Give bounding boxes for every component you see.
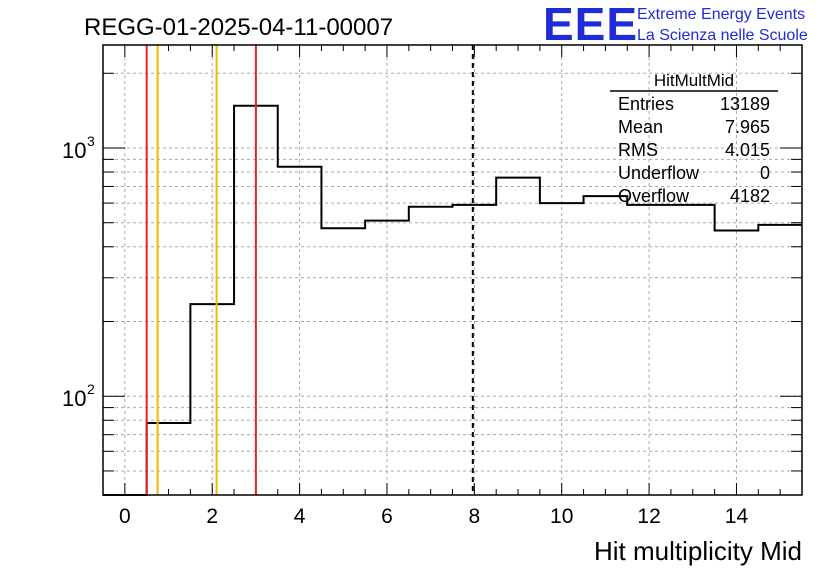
y-tick-exponent: 3 <box>87 133 95 149</box>
stats-row-label: RMS <box>618 140 658 160</box>
stats-row-value: 7.965 <box>725 117 770 137</box>
histogram-bin <box>715 231 759 495</box>
stats-row-value: 4.015 <box>725 140 770 160</box>
stats-row-value: 13189 <box>720 94 770 114</box>
histogram-bin <box>671 205 715 495</box>
stats-row-label: Entries <box>618 94 674 114</box>
histogram-bin <box>453 205 497 495</box>
stats-title: HitMultMid <box>654 71 734 90</box>
histogram-bin <box>147 423 191 495</box>
histogram-bin <box>278 167 322 495</box>
histogram-bin <box>584 196 628 495</box>
y-tick-exponent: 2 <box>87 381 95 397</box>
histogram-bin <box>365 221 409 495</box>
histogram-bin <box>321 228 365 495</box>
x-tick-label: 10 <box>550 505 573 528</box>
stats-row-value: 0 <box>760 163 770 183</box>
eee-logo: EEE <box>543 0 638 50</box>
x-tick-label: 2 <box>206 505 218 528</box>
stats-row-label: Overflow <box>618 186 690 206</box>
y-tick-label: 10 <box>62 386 86 411</box>
x-axis-title: Hit multiplicity Mid <box>594 536 802 566</box>
logo-line-1: Extreme Energy Events <box>637 6 805 23</box>
x-tick-label: 14 <box>725 505 749 528</box>
x-tick-label: 0 <box>119 505 131 528</box>
histogram-bin <box>496 178 540 495</box>
stats-row-label: Mean <box>618 117 663 137</box>
logo-line-2: La Scienza nelle Scuole <box>637 27 808 44</box>
histogram-bin <box>409 207 453 495</box>
x-tick-label: 6 <box>381 505 393 528</box>
x-tick-label: 12 <box>637 505 660 528</box>
x-tick-label: 4 <box>294 505 306 528</box>
histogram-bin <box>627 205 671 495</box>
run-title: REGG-01-2025-04-11-00007 <box>84 14 393 41</box>
y-tick-label: 10 <box>62 138 86 163</box>
histogram-bin <box>190 304 234 495</box>
histogram-bin <box>758 225 802 495</box>
histogram-bin <box>540 203 584 495</box>
stats-row-value: 4182 <box>730 186 770 206</box>
x-tick-label: 8 <box>469 505 481 528</box>
stats-row-label: Underflow <box>618 163 700 183</box>
